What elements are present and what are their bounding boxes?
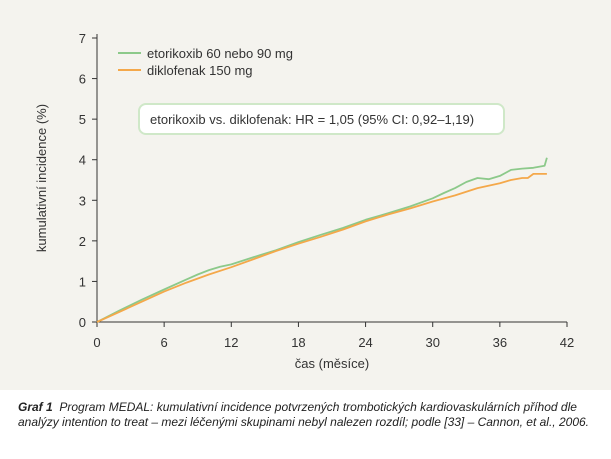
hr-annotation: etorikoxib vs. diklofenak: HR = 1,05 (95… <box>138 103 505 135</box>
x-tick-label: 42 <box>560 335 574 350</box>
x-tick-label: 24 <box>358 335 372 350</box>
series-line-1 <box>96 172 547 323</box>
figure-caption: Graf 1 Program MEDAL: kumulativní incide… <box>18 400 598 430</box>
hr-annotation-text: etorikoxib vs. diklofenak: HR = 1,05 (95… <box>150 112 474 127</box>
legend-label-0: etorikoxib 60 nebo 90 mg <box>147 46 293 61</box>
y-tick-label: 6 <box>79 72 86 87</box>
caption-label: Graf 1 <box>18 400 53 414</box>
x-tick-label: 0 <box>93 335 100 350</box>
y-tick-label: 0 <box>79 315 86 330</box>
y-tick-label: 3 <box>79 193 86 208</box>
chart-legend: etorikoxib 60 nebo 90 mg diklofenak 150 m… <box>118 46 293 78</box>
chart-panel <box>0 0 611 390</box>
caption-text: Program MEDAL: kumulativní incidence pot… <box>18 400 590 429</box>
y-tick-label: 4 <box>79 153 86 168</box>
legend-label-1: diklofenak 150 mg <box>147 63 253 78</box>
x-tick-label: 36 <box>493 335 507 350</box>
x-tick-label: 6 <box>161 335 168 350</box>
y-axis-title: kumulativní incidence (%) <box>34 104 49 252</box>
hr-annotation-box <box>138 103 505 135</box>
y-tick-label: 7 <box>79 31 86 46</box>
y-tick-label: 1 <box>79 274 86 289</box>
x-tick-label: 30 <box>425 335 439 350</box>
x-tick-label: 12 <box>224 335 238 350</box>
chart-axes <box>96 34 567 323</box>
x-tick-label: 18 <box>291 335 305 350</box>
chart-series <box>96 157 548 323</box>
y-tick-label: 2 <box>79 234 86 249</box>
y-tick-label: 5 <box>79 112 86 127</box>
series-line-0 <box>96 157 548 323</box>
x-axis-title: čas (měsíce) <box>295 356 369 371</box>
